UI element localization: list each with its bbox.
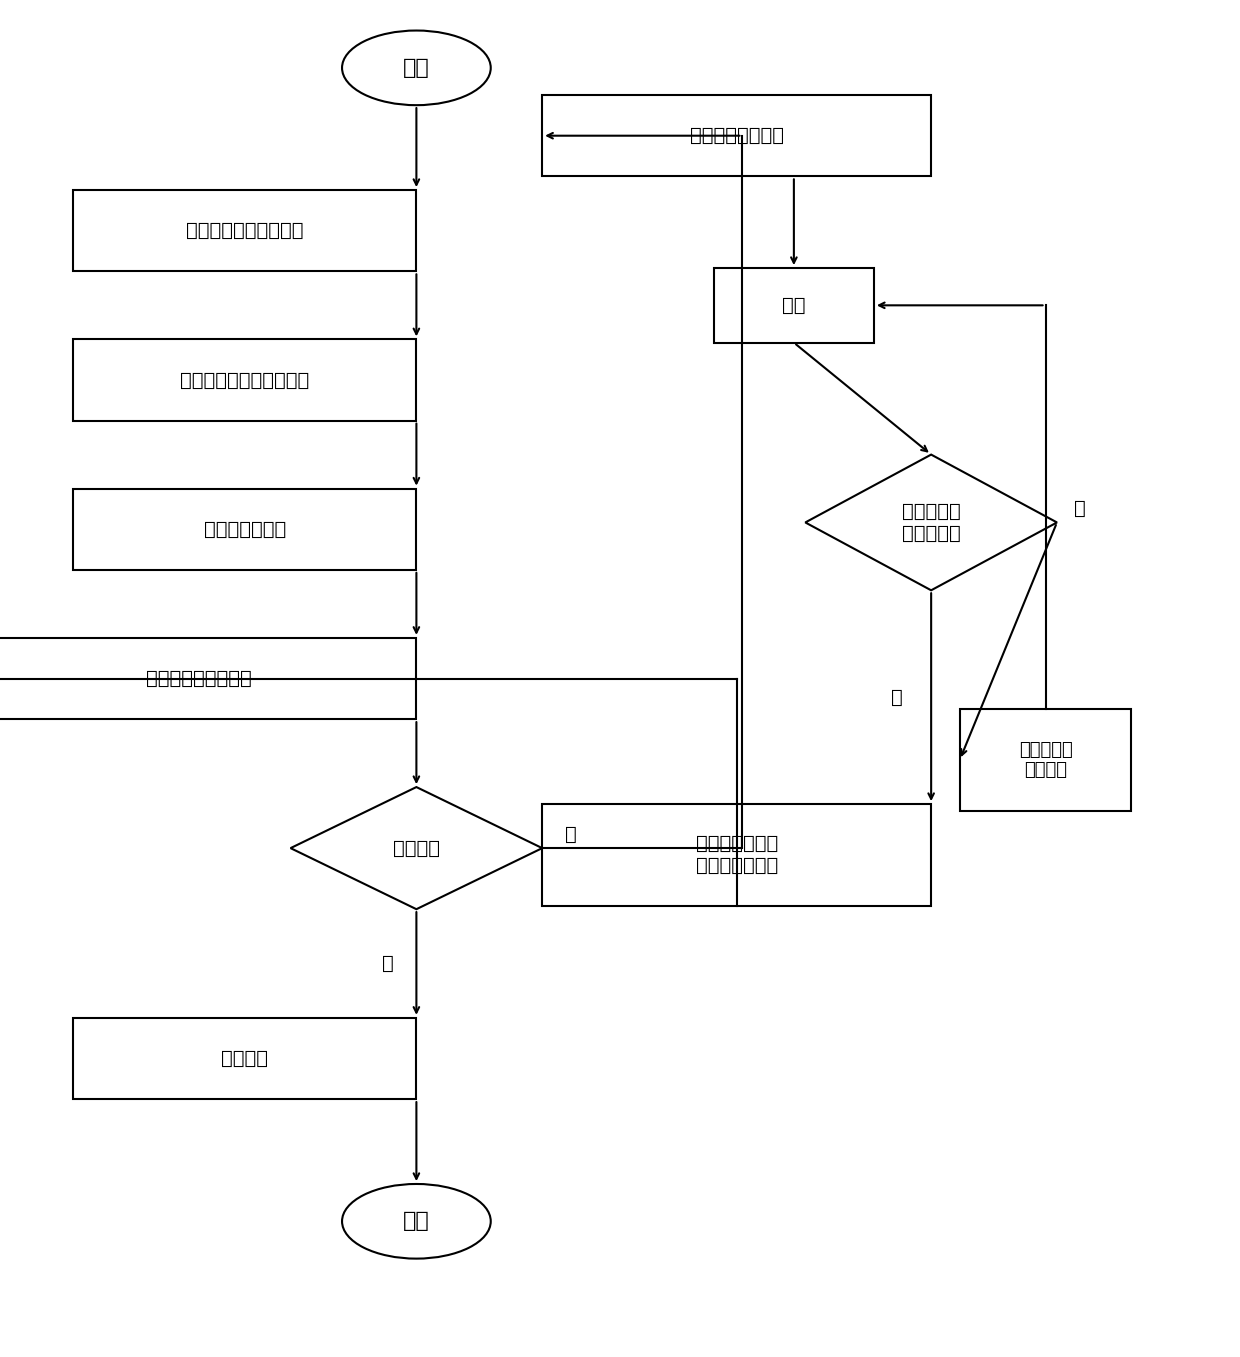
Text: 打印结果: 打印结果 [221, 1049, 268, 1068]
FancyBboxPatch shape [714, 267, 874, 343]
Text: 初始刚度和刚度范围输入: 初始刚度和刚度范围输入 [180, 370, 310, 389]
Text: 开始: 开始 [403, 58, 430, 77]
Text: 结束: 结束 [403, 1212, 430, 1231]
Text: 收缩点是否
较最坏点好: 收缩点是否 较最坏点好 [901, 502, 961, 543]
FancyBboxPatch shape [542, 803, 931, 906]
Text: 找出并抛弃最坏点: 找出并抛弃最坏点 [689, 126, 784, 145]
Text: 动力总成质量参数输入: 动力总成质量参数输入 [186, 221, 304, 240]
FancyBboxPatch shape [73, 1018, 417, 1099]
FancyBboxPatch shape [73, 489, 417, 570]
Text: 收缩: 收缩 [782, 296, 806, 315]
FancyBboxPatch shape [0, 638, 417, 719]
Text: 是: 是 [890, 688, 903, 707]
Text: 否: 否 [1074, 499, 1086, 518]
FancyBboxPatch shape [73, 339, 417, 421]
Ellipse shape [342, 1183, 491, 1259]
FancyBboxPatch shape [542, 95, 931, 176]
Polygon shape [805, 455, 1056, 590]
Text: 以次坏点代
替最坏点: 以次坏点代 替最坏点 [1019, 741, 1073, 779]
Text: 计算模态及能量分布: 计算模态及能量分布 [146, 669, 252, 688]
Text: 是否收敛: 是否收敛 [393, 839, 440, 858]
Polygon shape [290, 787, 542, 909]
Text: 是: 是 [382, 954, 393, 973]
FancyBboxPatch shape [73, 190, 417, 271]
FancyBboxPatch shape [960, 708, 1131, 810]
Text: 构建初始复合形: 构建初始复合形 [203, 520, 286, 539]
Text: 以收缩点代替复
合形中的最坏点: 以收缩点代替复 合形中的最坏点 [696, 835, 777, 875]
Text: 否: 否 [565, 825, 577, 844]
Ellipse shape [342, 31, 491, 106]
